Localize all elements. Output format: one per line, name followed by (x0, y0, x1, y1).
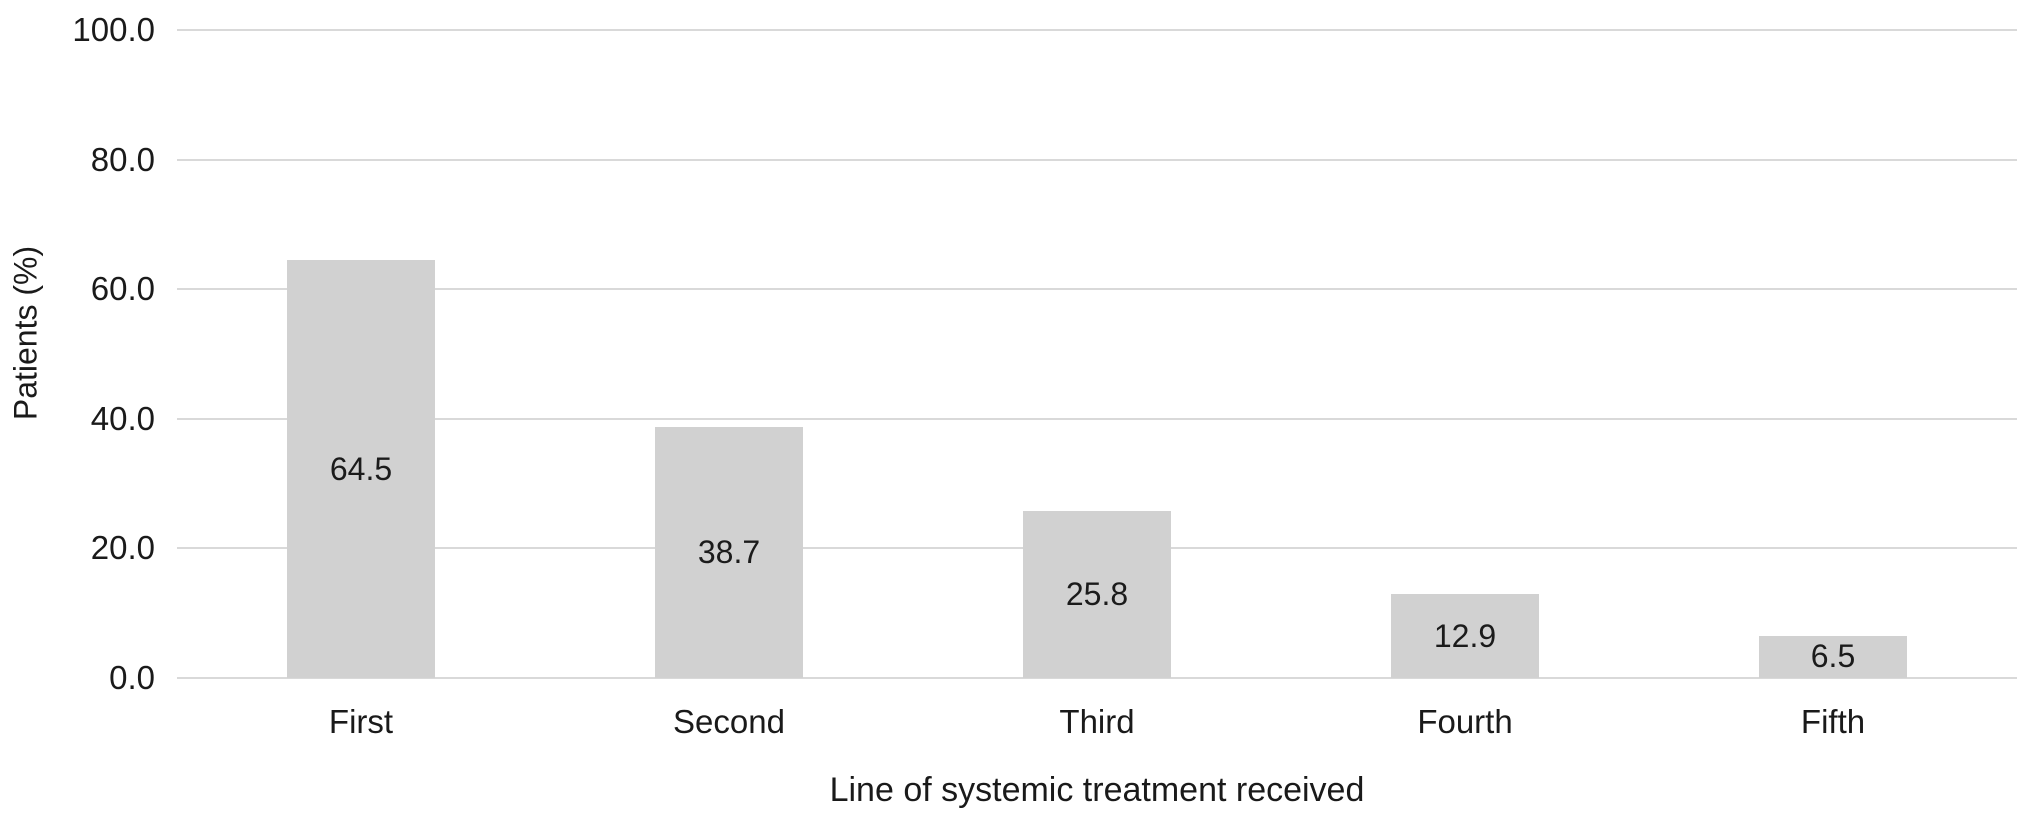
bar-value-label: 12.9 (1433, 617, 1497, 654)
gridline (177, 29, 2017, 31)
y-tick-label: 40.0 (90, 399, 155, 437)
y-tick-label: 0.0 (109, 659, 155, 696)
bar-first: 64.5 (287, 260, 435, 678)
bar-value-label: 38.7 (697, 534, 761, 571)
gridline (177, 417, 2017, 420)
gridline (177, 158, 2017, 161)
bar-second: 38.7 (655, 427, 803, 678)
bar-value-label: 25.8 (1065, 575, 1129, 612)
x-tick-label-fourth: Fourth (1417, 703, 1513, 740)
gridline (177, 288, 2017, 291)
y-tick-label: 100.0 (72, 11, 155, 48)
bar-fifth: 6.5 (1759, 635, 1907, 678)
y-tick-label: 60.0 (90, 270, 155, 308)
x-tick-label-second: Second (673, 703, 785, 740)
x-tick-label-third: Third (1059, 703, 1135, 740)
bar-value-label: 64.5 (329, 450, 393, 487)
bar-third: 25.8 (1023, 510, 1171, 678)
y-tick-label: 80.0 (90, 140, 155, 178)
bar-fourth: 12.9 (1391, 594, 1539, 678)
bar-value-label: 6.5 (1810, 638, 1856, 675)
x-tick-label-fifth: Fifth (1800, 703, 1866, 740)
gridline (177, 677, 2017, 679)
x-tick-label-first: First (328, 703, 394, 740)
y-tick-label: 20.0 (90, 529, 155, 567)
x-axis-title: Line of systemic treatment received (829, 771, 1365, 809)
